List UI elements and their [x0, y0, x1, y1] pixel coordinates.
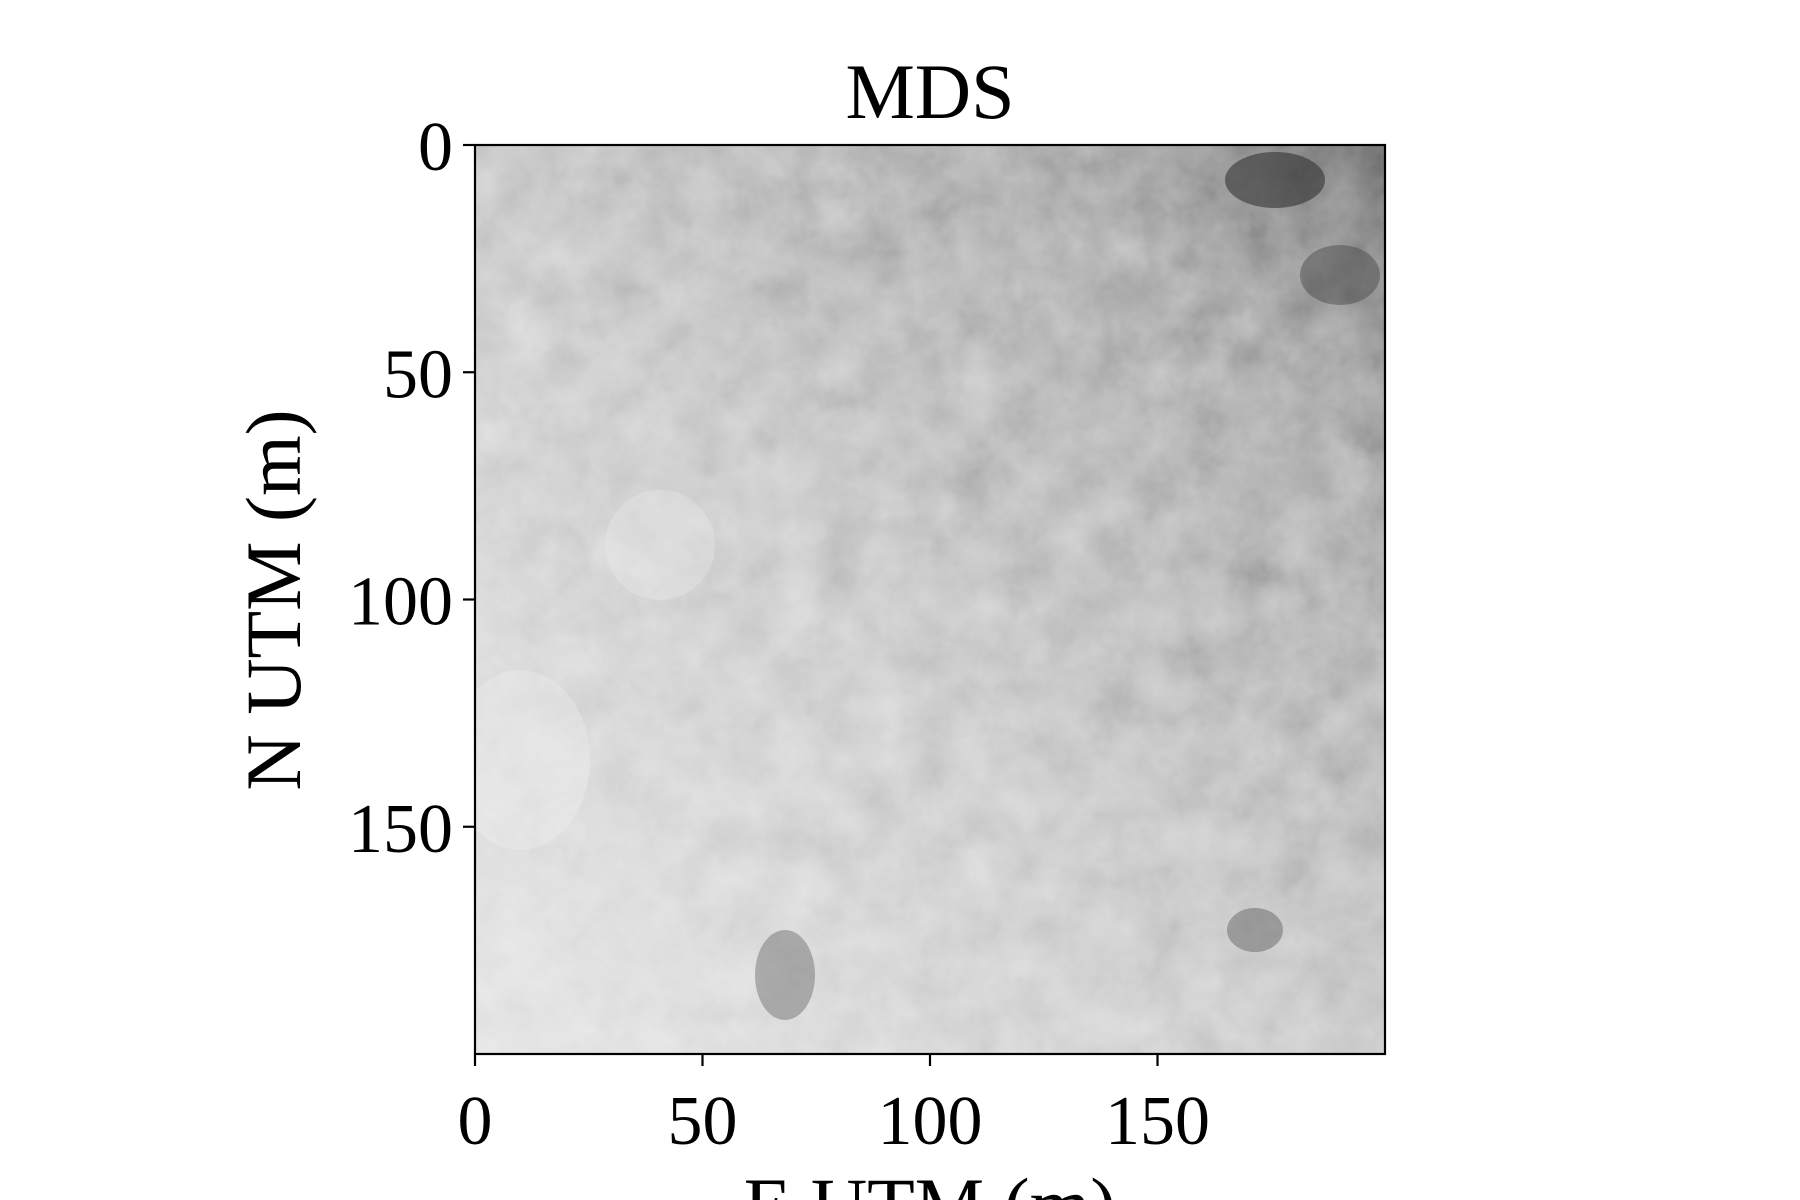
- y-axis-label: N UTM (m): [230, 409, 317, 790]
- y-tick-label: 0: [418, 109, 453, 186]
- x-tick-label: 150: [1105, 1083, 1210, 1160]
- x-tick-label: 0: [458, 1083, 493, 1160]
- y-tick-label: 100: [348, 564, 453, 641]
- y-tick-label: 50: [383, 336, 453, 413]
- x-tick-label: 100: [878, 1083, 983, 1160]
- x-axis-ticks: 0 50 100 150: [458, 1054, 1210, 1160]
- x-tick-label: 50: [668, 1083, 738, 1160]
- y-axis-ticks: 0 50 100 150: [348, 109, 475, 868]
- x-axis-label: E UTM (m): [744, 1162, 1117, 1200]
- heatmap-image: [475, 145, 1385, 1054]
- y-tick-label: 150: [348, 791, 453, 868]
- chart-title: MDS: [845, 48, 1014, 135]
